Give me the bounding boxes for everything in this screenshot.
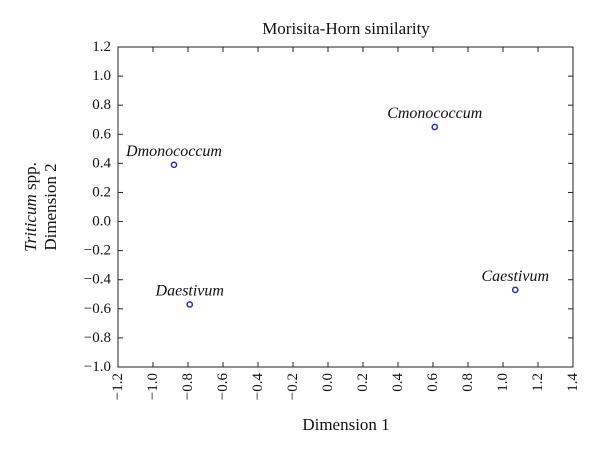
y-tick-label: 0.0: [92, 214, 111, 230]
x-tick-label: 0.8: [460, 373, 476, 392]
point-label-daestivum: Daestivum: [155, 282, 224, 299]
y-tick-label: 1.0: [92, 68, 111, 84]
y-tick-label: 0.8: [92, 97, 111, 113]
x-tick-label: 0.6: [425, 373, 441, 392]
x-tick-label: 1.4: [565, 373, 581, 392]
y-tick-label: −0.2: [84, 243, 111, 259]
y-axis-label-line1: Triticum spp.: [21, 162, 40, 252]
data-point-dmonococcum: [170, 161, 178, 169]
y-tick-label: 0.4: [92, 155, 111, 171]
x-tick-label: 1.2: [530, 373, 546, 392]
data-point-cmonococcum: [431, 123, 439, 131]
y-tick-label: 1.2: [92, 39, 111, 55]
axis-ticks: −1.2 −1.0 −0.8 −0.6 −0.4 −0.2 0.0 0.2 0.4 0.6 0.8 1…: [84, 39, 581, 400]
point-label-caestivum: Caestivum: [481, 268, 549, 285]
plot-area-frame: [117, 46, 574, 368]
x-tick-label: −0.2: [285, 373, 301, 400]
point-label-cmonococcum: Cmonococcum: [387, 105, 482, 122]
x-tick-label: −1.0: [145, 373, 161, 400]
x-tick-label: −0.4: [250, 373, 266, 401]
y-tick-label: −0.8: [84, 330, 111, 346]
y-tick-label: −0.6: [84, 301, 112, 317]
x-axis-label: Dimension 1: [302, 415, 389, 434]
x-tick-label: 0.0: [320, 373, 336, 392]
data-points: Dmonococcum Cmonococcum Daestivum Caestivum: [125, 105, 549, 308]
y-axis-label-genus: Triticum: [21, 194, 40, 252]
y-axis-label-line2: Dimension 2: [41, 163, 60, 250]
x-tick-label: 1.0: [495, 373, 511, 392]
y-axis-label: Triticum spp. Dimension 2: [21, 162, 60, 252]
y-tick-label: −0.4: [84, 272, 112, 288]
data-point-caestivum: [511, 286, 519, 294]
x-tick-label: −0.8: [180, 373, 196, 400]
y-tick-label: −1.0: [84, 359, 111, 375]
x-tick-label: −0.6: [215, 373, 231, 401]
y-axis-label-suffix: spp.: [21, 162, 40, 194]
x-tick-label: −1.2: [110, 373, 126, 400]
data-point-daestivum: [186, 301, 194, 308]
y-tick-label: 0.6: [92, 126, 111, 142]
point-label-dmonococcum: Dmonococcum: [125, 143, 222, 160]
y-tick-label: 0.2: [92, 184, 111, 200]
chart-title: Morisita-Horn similarity: [262, 19, 430, 38]
x-tick-label: 0.2: [355, 373, 371, 392]
x-tick-label: 0.4: [390, 373, 406, 392]
